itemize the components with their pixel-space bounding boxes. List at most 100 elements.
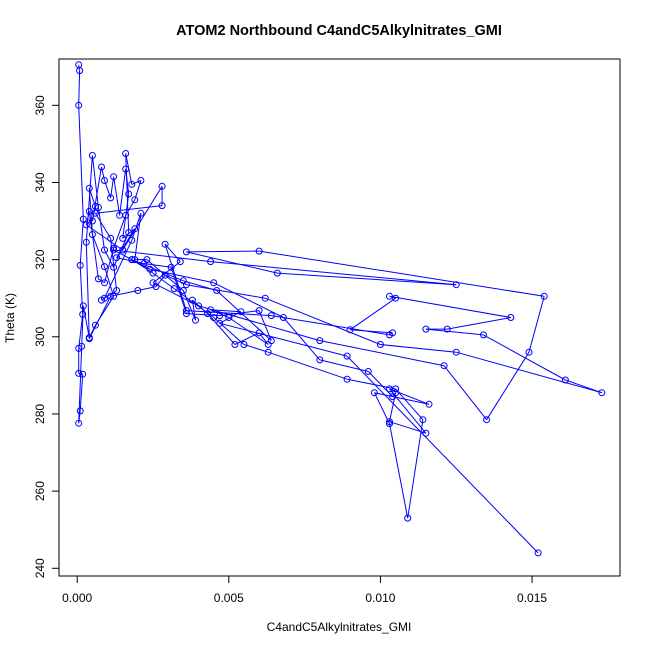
data-point (255, 247, 263, 255)
series-line-segment (198, 305, 320, 342)
series-line-segment (456, 351, 602, 394)
series-line-segment (186, 284, 266, 299)
data-point (131, 225, 139, 233)
data-point (207, 306, 215, 314)
data-point (94, 275, 102, 283)
data-point (425, 400, 433, 408)
series-line-segment (207, 313, 236, 345)
y-tick-label: 240 (33, 558, 47, 578)
series-line-segment (79, 374, 84, 411)
data-point (392, 294, 400, 302)
series-line-segment (113, 176, 121, 216)
series-line-segment (88, 296, 112, 339)
data-point (113, 287, 121, 294)
data-point (161, 240, 169, 248)
data-point (386, 292, 393, 300)
data-point (75, 101, 83, 109)
x-tick-label: 0.000 (62, 591, 92, 605)
series-line-segment (110, 290, 138, 297)
data-point (255, 329, 263, 337)
data-point (107, 234, 115, 242)
series-line-segment (210, 261, 457, 286)
data-point (79, 302, 87, 310)
data-point (76, 67, 84, 75)
data-point (213, 287, 221, 294)
series-line-segment (134, 213, 142, 260)
data-point (179, 287, 187, 294)
data-point (82, 221, 90, 229)
data-point (534, 549, 542, 557)
series-line-segment (152, 272, 175, 290)
data-point (267, 312, 275, 320)
data-point (419, 416, 427, 424)
series-line-segment (407, 419, 424, 519)
data-point (76, 261, 84, 269)
series-line-segment (319, 340, 445, 367)
data-point (158, 182, 166, 190)
data-point (525, 348, 533, 356)
y-tick-label: 340 (33, 172, 47, 192)
y-tick-label: 320 (33, 249, 47, 269)
series-line-segment (164, 274, 187, 286)
data-point (440, 362, 448, 370)
data-point (131, 256, 139, 264)
series-line-segment (210, 309, 241, 313)
series-line-segment (443, 365, 487, 421)
data-point (82, 238, 90, 246)
series-line-segment (113, 215, 127, 249)
series-line-segment (389, 392, 397, 422)
series-line-segment (91, 234, 105, 267)
data-point (540, 292, 548, 300)
data-point (101, 246, 108, 254)
series-line-segment (79, 265, 84, 315)
series-line-segment (389, 423, 409, 519)
series-line-segment (104, 240, 133, 299)
series-line-segment (164, 243, 181, 262)
data-point (110, 292, 118, 300)
data-point (110, 263, 118, 271)
data-point (98, 163, 105, 171)
series-line-segment (164, 244, 187, 311)
data-point (94, 204, 102, 211)
series-line-segment (94, 213, 112, 239)
series-line-segment (131, 213, 142, 241)
series-line-segment (101, 166, 105, 181)
series-line-segment (88, 211, 99, 279)
series-line-segment (283, 317, 321, 361)
data-point (188, 296, 196, 304)
data-point (216, 312, 224, 320)
x-tick-label: 0.015 (517, 591, 547, 605)
data-point (137, 209, 145, 217)
data-point (158, 202, 166, 210)
series-line-segment (186, 251, 278, 274)
series-line-segment (182, 290, 196, 321)
data-point (452, 281, 460, 289)
data-point (79, 370, 87, 378)
data-point (346, 326, 354, 334)
data-point (170, 285, 178, 293)
x-axis: 0.000 0.005 0.010 0.015 (62, 575, 547, 605)
data-point (255, 307, 263, 315)
data-point (386, 418, 393, 426)
data-point (207, 258, 215, 266)
data-point (422, 429, 430, 437)
series-line-segment (234, 332, 260, 345)
data-point (343, 352, 351, 360)
data-point (85, 335, 93, 343)
y-tick-label: 300 (33, 326, 47, 346)
series-line-segment (528, 296, 545, 353)
data-point (110, 244, 118, 252)
series-line-segment (367, 371, 393, 397)
series-line-segment (346, 355, 539, 554)
data-point (443, 325, 451, 333)
data-point (75, 419, 83, 427)
x-axis-label: C4andC5Alkylnitrates_GMI (267, 620, 412, 634)
data-point (376, 341, 384, 348)
plot-frame (58, 58, 621, 577)
data-point (264, 348, 272, 356)
data-point (101, 294, 108, 302)
series-line-segment (374, 392, 430, 405)
data-point (176, 258, 184, 266)
data-point (279, 314, 287, 321)
data-point (264, 341, 272, 348)
